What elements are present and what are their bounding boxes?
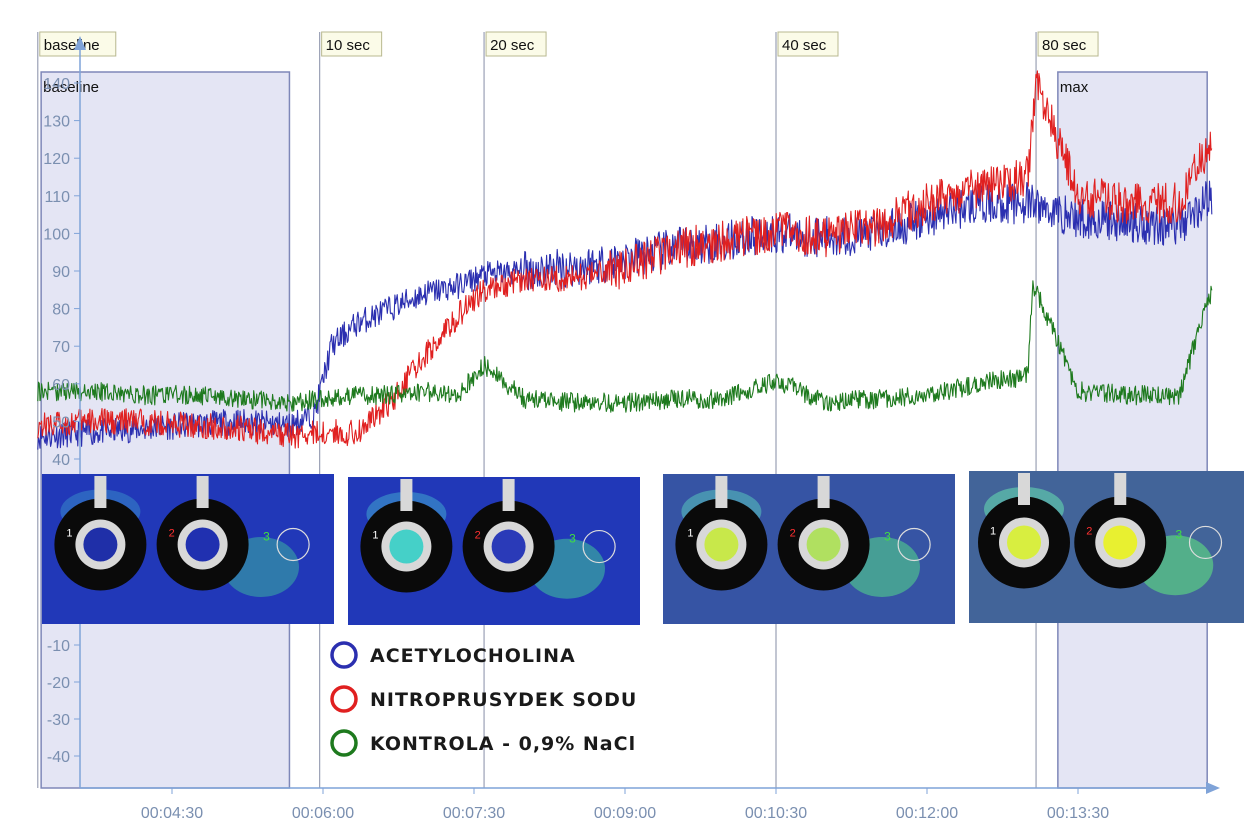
marker-label-4: 80 sec — [1042, 37, 1087, 54]
y-tick-label-3: 110 — [44, 189, 70, 206]
thumbnail-control-ring-3 — [1188, 525, 1223, 560]
thumbnail-control-label-3: 3 — [1176, 527, 1183, 541]
thumbnail-probe-center-2-1 — [806, 527, 841, 562]
legend-label-2: KONTROLA - 0,9% NaCl — [370, 733, 636, 755]
marker-label-3: 40 sec — [782, 37, 827, 54]
marker-label-0: baseline — [44, 37, 100, 54]
y-tick-label-10: 40 — [52, 452, 70, 469]
marker-box-2 — [485, 31, 547, 57]
thumbnail-probe-center-1-0 — [389, 529, 424, 564]
y-tick-label-11: -10 — [47, 638, 70, 655]
series-line-1 — [37, 70, 1213, 449]
thumbnail-probe-stem-1-1 — [502, 479, 515, 511]
x-tick-label-3: 00:09:00 — [594, 805, 656, 822]
legend-label-1: NITROPRUSYDEK SODU — [370, 689, 637, 711]
x-axis-arrow — [1206, 782, 1220, 794]
marker-box-4 — [1037, 31, 1099, 57]
y-tick-label-8: 60 — [52, 377, 70, 394]
thumbnail-ring-label-3-1: 2 — [1086, 525, 1092, 537]
thumbnail-ring-label-0-1: 2 — [169, 528, 175, 540]
thumbnail-probe-stem-2-0 — [715, 476, 728, 508]
legend-marker-0 — [330, 641, 358, 669]
perfusion-image-strip: 1 2 3 1 2 3 1 2 3 1 2 3 — [42, 471, 1244, 625]
y-tick-label-12: -20 — [47, 675, 70, 692]
y-tick-label-4: 100 — [43, 226, 70, 243]
y-tick-label-2: 120 — [43, 151, 70, 168]
thumbnail-ring-label-1-0: 1 — [372, 530, 378, 542]
thumbnail-2: 1 2 3 — [663, 474, 955, 624]
thumbnail-control-label-2: 3 — [884, 530, 891, 544]
series-lines — [37, 70, 1213, 450]
x-tick-label-0: 00:04:30 — [141, 805, 203, 822]
y-tick-label-1: 130 — [43, 114, 70, 131]
thumbnail-3: 1 2 3 — [969, 471, 1244, 623]
thumbnail-ring-label-2-0: 1 — [687, 528, 693, 540]
thumbnail-probe-stem-1-0 — [400, 479, 413, 511]
thumbnail-control-ring-2 — [897, 527, 931, 562]
thumbnail-probe-center-0-1 — [185, 527, 220, 562]
thumbnail-probe-stem-3-1 — [1114, 473, 1127, 505]
region-label-0: baseline — [43, 79, 99, 96]
x-tick-label-1: 00:06:00 — [292, 805, 354, 822]
thumbnail-probe-stem-3-0 — [1018, 473, 1030, 505]
region-1 — [1057, 71, 1208, 789]
y-tick-label-7: 70 — [52, 339, 70, 356]
thumbnail-probe-stem-0-0 — [94, 476, 107, 508]
marker-box-3 — [777, 31, 839, 57]
thumbnail-control-label-0: 3 — [263, 530, 270, 544]
thumbnail-probe-center-0-0 — [83, 527, 118, 562]
thumbnail-ring-label-1-1: 2 — [475, 530, 481, 542]
y-tick-label-13: -30 — [47, 712, 70, 729]
thumbnail-probe-center-2-0 — [704, 527, 739, 562]
thumbnail-probe-center-1-1 — [491, 529, 526, 564]
marker-box-1 — [321, 31, 383, 57]
thumbnail-probe-center-3-1 — [1103, 525, 1138, 560]
thumbnail-1: 1 2 3 — [348, 477, 640, 625]
y-tick-label-0: 140 — [43, 76, 70, 93]
thumbnail-control-ring-0 — [276, 527, 310, 562]
thumbnail-control-label-1: 3 — [569, 532, 576, 546]
thumbnail-0: 1 2 3 — [42, 474, 334, 624]
y-tick-label-6: 80 — [52, 302, 70, 319]
region-label-1: max — [1060, 79, 1089, 96]
thumbnail-ring-label-0-0: 1 — [66, 528, 72, 540]
legend-marker-2 — [330, 729, 358, 757]
legend-label-0: ACETYLOCHOLINA — [370, 645, 576, 667]
legend-marker-1 — [330, 685, 358, 713]
x-tick-label-4: 00:10:30 — [745, 805, 807, 822]
marker-label-1: 10 sec — [326, 37, 371, 54]
y-tick-label-14: -40 — [47, 749, 70, 766]
x-tick-label-6: 00:13:30 — [1047, 805, 1109, 822]
thumbnail-probe-stem-0-1 — [196, 476, 209, 508]
thumbnail-probe-center-3-0 — [1007, 525, 1041, 560]
marker-label-2: 20 sec — [490, 37, 535, 54]
y-tick-label-5: 90 — [52, 264, 70, 281]
chart-legend: ACETYLOCHOLINA NITROPRUSYDEK SODU KONTROLA… — [330, 641, 637, 757]
thumbnail-probe-stem-2-1 — [817, 476, 830, 508]
thumbnail-ring-label-3-0: 1 — [990, 525, 996, 537]
x-tick-label-2: 00:07:30 — [443, 805, 505, 822]
thumbnail-ring-label-2-1: 2 — [790, 528, 796, 540]
x-tick-label-5: 00:12:00 — [896, 805, 958, 822]
y-tick-label-9: 50 — [52, 414, 70, 431]
series-line-2 — [37, 280, 1213, 413]
thumbnail-control-ring-1 — [582, 529, 616, 564]
axes: 140 130 120 110 100 90 80 70 60 50 40 -10 -20 -30 -40 0… — [43, 36, 1220, 822]
y-axis-arrow — [74, 36, 86, 50]
